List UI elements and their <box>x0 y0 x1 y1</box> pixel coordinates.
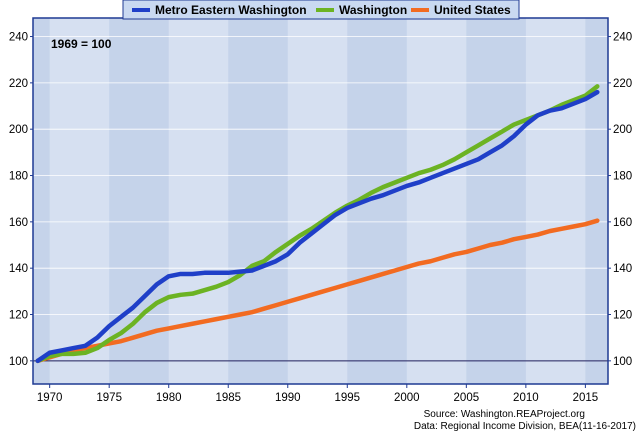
series-line-washington <box>35 84 600 364</box>
y-tick-left-100: 100 <box>9 356 28 368</box>
y-tick-right-200: 200 <box>613 124 632 136</box>
y-axis-left: 100 120 140 160 180 200 220 240 <box>9 32 33 368</box>
y-tick-left-140: 140 <box>9 263 28 275</box>
y-tick-left-160: 160 <box>9 217 28 229</box>
legend-label-us: United States <box>434 3 511 17</box>
band-2000 <box>406 18 467 384</box>
series-line-metro-eastern-washington <box>35 89 600 364</box>
y-tick-right-220: 220 <box>613 78 632 90</box>
y-tick-left-180: 180 <box>9 171 28 183</box>
x-tick-1980: 1980 <box>156 392 182 404</box>
band-2010 <box>525 18 586 384</box>
y-axis-right: 100 120 140 160 180 200 220 240 <box>608 32 632 368</box>
y-tick-right-240: 240 <box>613 32 632 44</box>
x-tick-1995: 1995 <box>334 392 360 404</box>
x-tick-2015: 2015 <box>573 392 599 404</box>
y-tick-right-100: 100 <box>613 356 632 368</box>
legend: Metro Eastern Washington Washington Unit… <box>122 0 520 20</box>
band-1970 <box>49 18 110 384</box>
x-tick-2000: 2000 <box>394 392 420 404</box>
y-tick-right-140: 140 <box>613 263 632 275</box>
band-1980 <box>168 18 229 384</box>
band-1990 <box>287 18 348 384</box>
x-axis: 1970 1975 1980 1985 1990 1995 2000 2005 2010 2015 <box>37 384 598 404</box>
y-tick-left-200: 200 <box>9 124 28 136</box>
y-tick-left-240: 240 <box>9 32 28 44</box>
source-line-1: Source: Washington.REAProject.org <box>424 409 585 420</box>
x-tick-2005: 2005 <box>454 392 480 404</box>
y-tick-left-220: 220 <box>9 78 28 90</box>
x-tick-1975: 1975 <box>96 392 122 404</box>
y-tick-left-120: 120 <box>9 310 28 322</box>
series-line-united-states <box>35 218 600 364</box>
vertical-bands <box>49 18 586 384</box>
legend-label-washington: Washington <box>339 3 407 17</box>
x-tick-1970: 1970 <box>37 392 63 404</box>
legend-label-metro: Metro Eastern Washington <box>155 3 307 17</box>
x-tick-1985: 1985 <box>215 392 241 404</box>
x-tick-2010: 2010 <box>513 392 539 404</box>
source-line-2: Data: Regional Income Division, BEA(11-1… <box>414 421 636 432</box>
series-lines <box>35 84 600 364</box>
x-tick-1990: 1990 <box>275 392 301 404</box>
y-tick-right-160: 160 <box>613 217 632 229</box>
index-annotation: 1969 = 100 <box>51 37 112 51</box>
y-tick-right-120: 120 <box>613 310 632 322</box>
y-tick-right-180: 180 <box>613 171 632 183</box>
